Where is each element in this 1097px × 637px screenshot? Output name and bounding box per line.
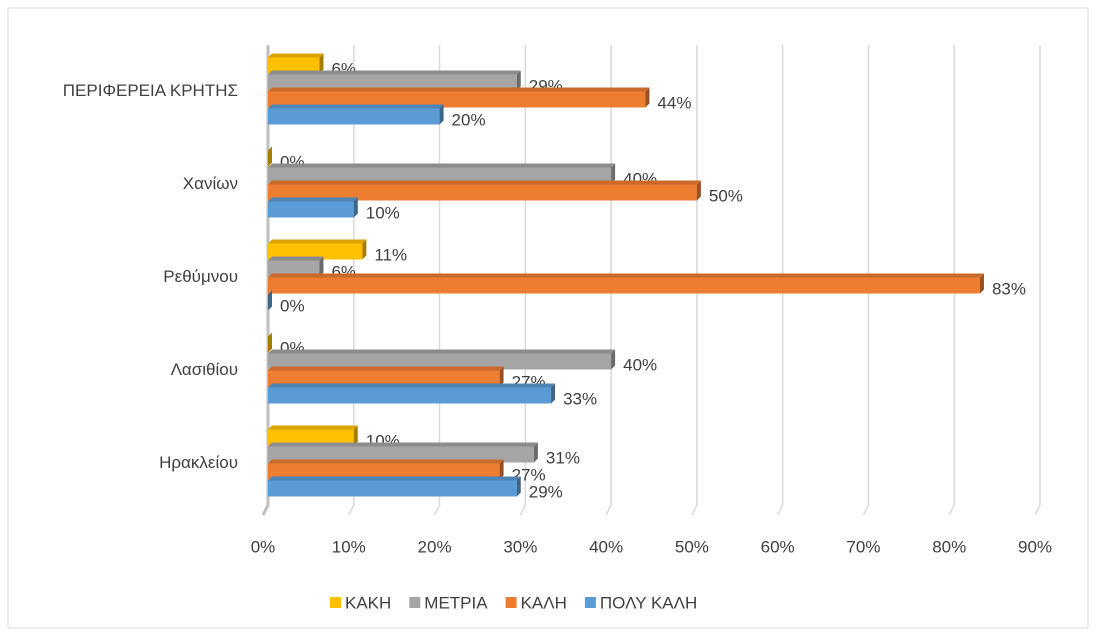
bar-side xyxy=(362,239,367,260)
bar xyxy=(268,201,354,218)
bar xyxy=(268,353,612,370)
bar-top xyxy=(268,256,324,261)
data-label: 50% xyxy=(709,186,743,205)
bar xyxy=(268,480,517,497)
grid-line xyxy=(1034,45,1041,516)
data-label: 11% xyxy=(374,245,407,264)
data-label: 10% xyxy=(366,203,400,222)
bar-side xyxy=(516,70,521,91)
bar xyxy=(268,167,612,184)
bar xyxy=(268,74,517,91)
chart-border xyxy=(7,7,1089,629)
bar-top xyxy=(268,87,650,92)
data-label: 20% xyxy=(452,110,486,129)
bar-side xyxy=(979,273,984,294)
legend-swatch xyxy=(584,597,596,608)
bar-top xyxy=(268,459,504,464)
data-label: 0% xyxy=(280,296,305,315)
data-label: 31% xyxy=(546,448,580,467)
bar xyxy=(268,277,980,294)
x-tick-label: 60% xyxy=(761,537,795,556)
grid-line xyxy=(862,45,870,516)
bar-side xyxy=(319,53,324,74)
bar xyxy=(268,108,440,125)
bar-side xyxy=(499,459,504,480)
bar-top xyxy=(268,442,538,447)
legend-label: ΚΑΚΗ xyxy=(345,593,391,612)
bar xyxy=(268,429,354,446)
bar-top xyxy=(268,239,367,244)
bar xyxy=(268,446,534,463)
x-tick-label: 0% xyxy=(251,537,276,556)
data-label: 33% xyxy=(563,389,597,408)
bar-side xyxy=(268,146,272,167)
bar-top xyxy=(268,476,521,481)
bar-top xyxy=(268,366,504,371)
legend-swatch xyxy=(330,597,341,608)
data-label: 83% xyxy=(992,279,1026,298)
bar-side xyxy=(268,332,272,353)
bar-side xyxy=(268,290,272,311)
x-tick-label: 70% xyxy=(846,537,880,556)
bar-top xyxy=(268,70,521,75)
bar-top xyxy=(268,383,556,388)
x-tick-label: 90% xyxy=(1018,537,1052,556)
legend-label: ΠΟΛΥ ΚΑΛΗ xyxy=(600,593,697,612)
bar-top xyxy=(268,349,616,354)
bar xyxy=(268,463,500,480)
bar xyxy=(268,370,500,387)
bar-side xyxy=(516,476,521,497)
x-tick-label: 40% xyxy=(589,537,623,556)
bar xyxy=(268,184,697,201)
bar-top xyxy=(268,53,324,58)
bar xyxy=(268,91,646,108)
x-tick-label: 50% xyxy=(675,537,709,556)
grid-line xyxy=(776,45,784,516)
bar xyxy=(268,387,552,404)
x-tick-label: 20% xyxy=(418,537,452,556)
x-tick-label: 30% xyxy=(503,537,537,556)
y-tick-label: ΠΕΡΙΦΕΡΕΙΑ ΚΡΗΤΗΣ xyxy=(63,81,238,100)
bar xyxy=(268,243,363,260)
grid-line xyxy=(948,45,955,516)
y-tick-label: Ηρακλείου xyxy=(159,453,238,472)
bar-side xyxy=(533,442,538,463)
bar-side xyxy=(439,104,444,125)
data-label: 44% xyxy=(657,93,691,112)
bar-side xyxy=(611,349,616,370)
bar-side xyxy=(319,256,324,277)
bar-top xyxy=(268,163,616,168)
bar-side xyxy=(551,383,556,404)
x-tick-label: 10% xyxy=(332,537,366,556)
bar-side xyxy=(611,163,616,184)
legend-label: ΜΕΤΡΙΑ xyxy=(424,593,488,612)
bar-top xyxy=(268,273,984,278)
data-label: 29% xyxy=(529,482,563,501)
bar-side xyxy=(499,366,504,387)
bar-top xyxy=(268,197,358,202)
bar-side xyxy=(353,197,358,218)
legend-swatch xyxy=(409,597,421,608)
data-label: 40% xyxy=(623,355,657,374)
y-tick-label: Λασιθίου xyxy=(171,360,238,379)
bar-top xyxy=(268,180,701,185)
bar-top xyxy=(268,104,444,109)
legend-swatch xyxy=(505,597,517,608)
bar-side xyxy=(696,180,701,201)
legend-label: ΚΑΛΗ xyxy=(521,593,567,612)
x-tick-label: 80% xyxy=(932,537,966,556)
bar-top xyxy=(268,425,358,430)
bar xyxy=(268,260,320,277)
y-tick-label: Ρεθύμνου xyxy=(163,267,238,286)
bar-side xyxy=(353,425,358,446)
bar-side xyxy=(645,87,650,108)
bar xyxy=(268,57,320,74)
y-tick-label: Χανίων xyxy=(183,174,238,193)
